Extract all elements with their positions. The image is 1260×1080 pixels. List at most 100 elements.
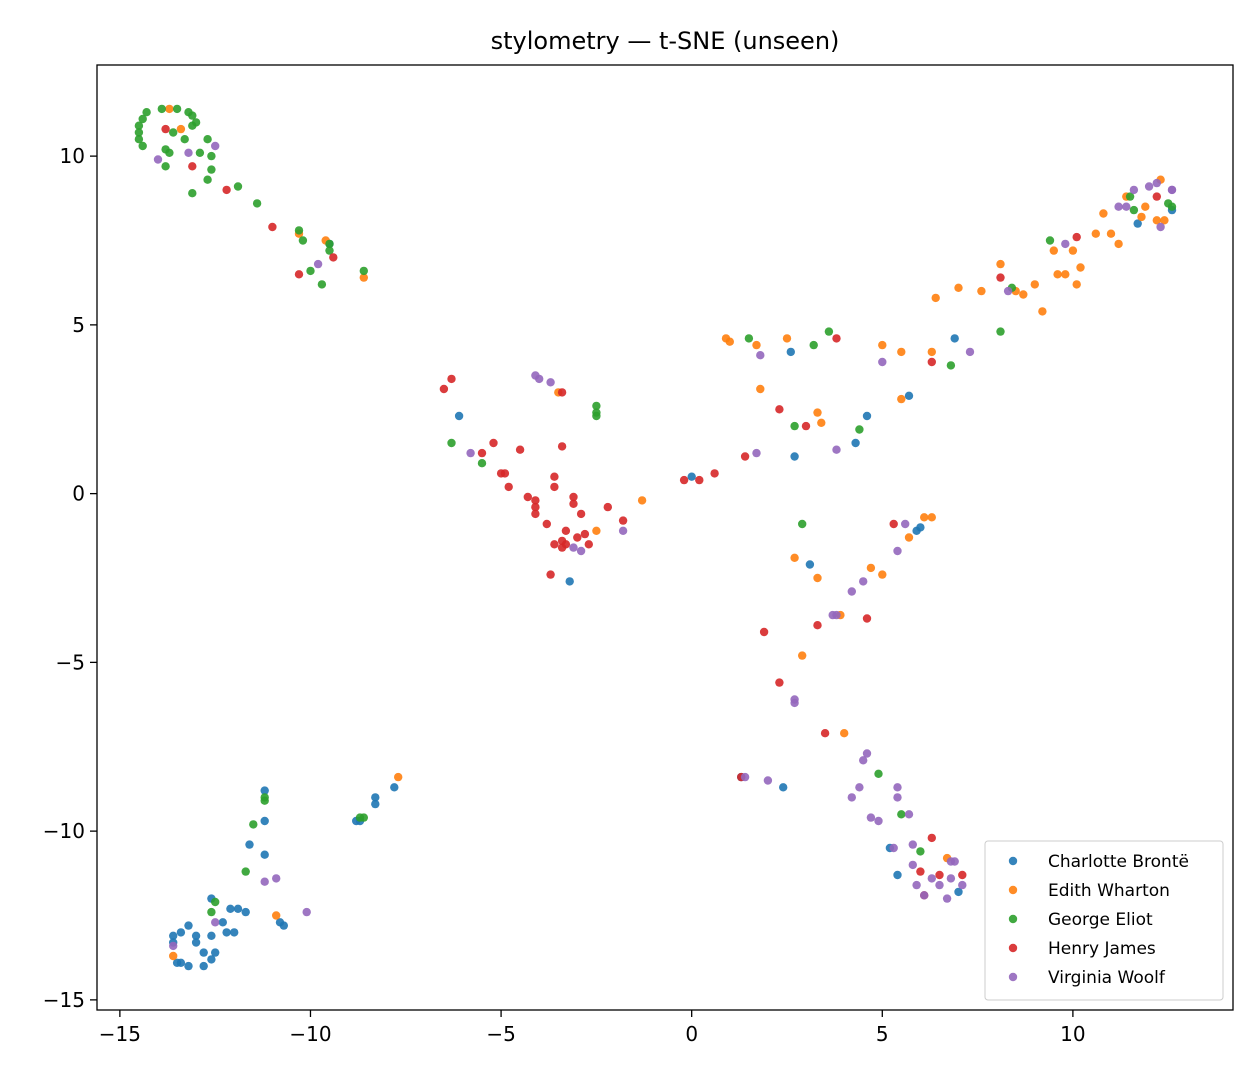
data-point — [298, 236, 308, 245]
data-point — [515, 445, 525, 454]
data-point — [790, 421, 799, 431]
data-point — [950, 857, 959, 866]
data-point — [1114, 202, 1123, 211]
data-point — [249, 820, 258, 829]
data-point — [546, 570, 555, 579]
data-point — [1072, 280, 1081, 289]
data-point — [272, 911, 281, 920]
data-point — [840, 729, 849, 738]
data-point — [134, 135, 144, 144]
data-point — [188, 111, 197, 120]
data-point — [809, 340, 818, 350]
data-point — [916, 847, 925, 856]
data-point — [207, 931, 216, 940]
data-point — [199, 961, 208, 971]
data-point — [813, 573, 822, 583]
data-point — [996, 273, 1005, 282]
data-point — [1137, 212, 1146, 222]
data-point — [1053, 270, 1062, 279]
data-point — [592, 401, 601, 411]
data-point — [191, 938, 201, 947]
data-point — [207, 955, 216, 964]
data-point — [958, 870, 967, 880]
data-point — [859, 756, 868, 765]
legend-marker — [1008, 943, 1018, 953]
legend-label: George Eliot — [1048, 910, 1153, 930]
data-point — [233, 904, 243, 913]
data-point — [618, 516, 628, 525]
y-tick-label: −15 — [43, 988, 85, 1012]
data-point — [752, 340, 761, 350]
y-tick-label: 0 — [72, 482, 85, 506]
data-point — [813, 408, 822, 417]
series-4 — [153, 141, 1177, 951]
data-point — [325, 246, 334, 255]
y-tick-label: 5 — [72, 313, 85, 337]
data-point — [996, 259, 1005, 269]
data-point — [172, 104, 182, 114]
data-point — [317, 280, 327, 289]
data-point — [942, 894, 952, 903]
data-point — [927, 513, 936, 522]
data-point — [820, 729, 830, 738]
data-point — [138, 114, 147, 124]
data-point — [531, 496, 540, 505]
data-point — [878, 357, 887, 367]
data-point — [592, 411, 601, 421]
data-point — [1152, 192, 1162, 201]
data-point — [752, 448, 761, 458]
data-point — [1030, 280, 1040, 289]
data-point — [1099, 209, 1108, 218]
data-point — [260, 796, 269, 805]
legend-marker — [1008, 972, 1018, 982]
data-point — [176, 928, 186, 937]
data-point — [222, 185, 231, 195]
data-point — [241, 867, 250, 876]
data-point — [1038, 307, 1047, 316]
data-point — [1144, 182, 1154, 191]
data-point — [1125, 192, 1135, 201]
x-tick-label: 0 — [685, 1022, 698, 1046]
data-point — [557, 442, 567, 451]
data-point — [1167, 202, 1177, 211]
data-point — [573, 533, 582, 542]
data-point — [935, 880, 944, 890]
data-point — [306, 266, 315, 276]
data-point — [1003, 286, 1013, 296]
data-point — [1072, 232, 1081, 242]
data-point — [260, 850, 269, 859]
data-point — [798, 519, 807, 529]
data-point — [679, 475, 689, 485]
data-point — [218, 918, 227, 927]
data-point — [1133, 219, 1142, 228]
data-point — [756, 384, 765, 394]
data-point — [889, 843, 898, 853]
data-point — [862, 749, 872, 758]
data-point — [195, 148, 205, 157]
data-point — [790, 452, 799, 461]
y-tick-label: 10 — [60, 144, 85, 168]
data-point — [927, 357, 936, 367]
data-point — [184, 961, 193, 971]
data-point — [931, 293, 940, 303]
data-point — [165, 104, 174, 114]
data-point — [550, 472, 559, 481]
data-point — [740, 772, 750, 782]
data-point — [725, 337, 734, 346]
data-point — [946, 874, 956, 883]
data-point — [855, 425, 864, 434]
data-point — [874, 816, 883, 826]
data-point — [920, 513, 929, 522]
data-point — [710, 469, 719, 478]
data-point — [161, 162, 170, 171]
data-point — [897, 810, 906, 819]
data-point — [874, 769, 883, 778]
data-point — [504, 482, 513, 492]
data-point — [866, 563, 876, 573]
data-point — [756, 351, 765, 360]
data-point — [740, 452, 750, 461]
data-point — [142, 108, 151, 117]
x-axis: −15 −10 −5 0 5 10 — [99, 1010, 1086, 1046]
data-point — [847, 793, 856, 802]
data-point — [637, 496, 647, 505]
